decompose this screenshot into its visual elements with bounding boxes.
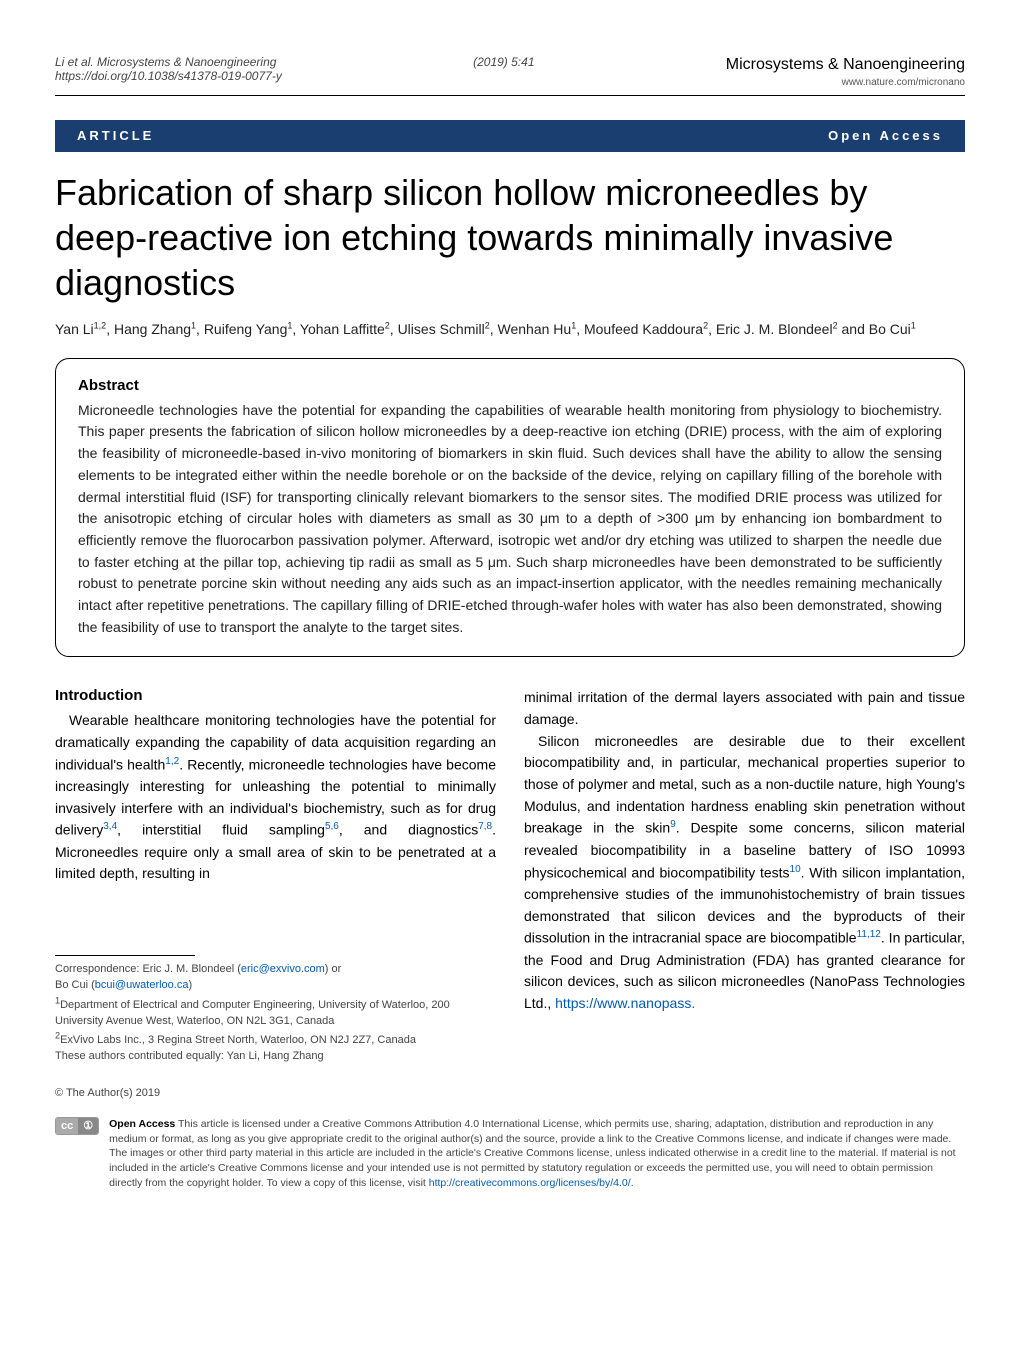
correspondence-block: Correspondence: Eric J. M. Blondeel (eri… (55, 962, 496, 1065)
affiliation-1: 1Department of Electrical and Computer E… (55, 999, 450, 1027)
body-columns: Introduction Wearable healthcare monitor… (55, 687, 965, 1065)
introduction-heading: Introduction (55, 687, 496, 704)
open-access-label: Open Access (109, 1118, 175, 1130)
affiliation-2: 2ExVivo Labs Inc., 3 Regina Street North… (55, 1034, 416, 1046)
running-header: Li et al. Microsystems & Nanoengineering… (55, 55, 965, 89)
right-column: minimal irritation of the dermal layers … (524, 687, 965, 1065)
nanopass-link[interactable]: https://www.nanopass. (555, 995, 695, 1011)
intro-paragraph-left: Wearable healthcare monitoring technolog… (55, 710, 496, 885)
cc-icon-part: cc (56, 1117, 78, 1135)
article-title: Fabrication of sharp silicon hollow micr… (55, 170, 965, 305)
ref-5-6[interactable]: 5,6 (325, 821, 339, 832)
by-icon-part: ① (78, 1117, 98, 1135)
corr-email-2[interactable]: bcui@uwaterloo.ca (95, 979, 189, 991)
citation: Li et al. Microsystems & Nanoengineering (55, 55, 282, 69)
intro-text-3: , interstitial fluid sampling (117, 822, 325, 838)
ref-3-4[interactable]: 3,4 (103, 821, 117, 832)
badge-spacer (176, 120, 806, 152)
correspondence-rule (55, 955, 195, 956)
cc-by-icon: cc ① (55, 1117, 99, 1135)
abstract-body: Microneedle technologies have the potent… (78, 400, 942, 639)
copyright-line: © The Author(s) 2019 (55, 1087, 965, 1099)
license-url[interactable]: http://creativecommons.org/licenses/by/4… (429, 1177, 631, 1189)
ref-10[interactable]: 10 (790, 864, 801, 875)
corr-label: Correspondence: Eric J. M. Blondeel ( (55, 963, 241, 975)
ref-11-12[interactable]: 11,12 (857, 929, 881, 940)
ref-1-2[interactable]: 1,2 (165, 756, 179, 767)
license-block: cc ① Open Access This article is license… (55, 1117, 965, 1190)
doi: https://doi.org/10.1038/s41378-019-0077-… (55, 69, 282, 83)
header-mid: (2019) 5:41 (473, 55, 534, 69)
header-right: Microsystems & Nanoengineering www.natur… (726, 55, 965, 89)
corr-text-2b: ) (188, 979, 192, 991)
left-column: Introduction Wearable healthcare monitor… (55, 687, 496, 1065)
article-badge: ARTICLE (55, 120, 176, 152)
ref-7-8[interactable]: 7,8 (478, 821, 492, 832)
right-para-1: minimal irritation of the dermal layers … (524, 687, 965, 730)
corr-text-1b: ) or (325, 963, 342, 975)
journal-url: www.nature.com/micronano (726, 76, 965, 89)
abstract-box: Abstract Microneedle technologies have t… (55, 358, 965, 658)
journal-name: Microsystems & Nanoengineering (726, 55, 965, 76)
open-access-badge: Open Access (806, 120, 965, 152)
equal-contrib: These authors contributed equally: Yan L… (55, 1050, 324, 1062)
header-rule (55, 95, 965, 96)
author-list: Yan Li1,2, Hang Zhang1, Ruifeng Yang1, Y… (55, 319, 965, 340)
intro-text-4: , and diagnostics (339, 822, 478, 838)
license-text: Open Access This article is licensed und… (109, 1117, 965, 1190)
header-left: Li et al. Microsystems & Nanoengineering… (55, 55, 282, 83)
corr-email-1[interactable]: eric@exvivo.com (241, 963, 325, 975)
corr-text-2: Bo Cui ( (55, 979, 95, 991)
article-type-bar: ARTICLE Open Access (55, 120, 965, 152)
abstract-heading: Abstract (78, 377, 942, 394)
intro-paragraph-right: minimal irritation of the dermal layers … (524, 687, 965, 1014)
